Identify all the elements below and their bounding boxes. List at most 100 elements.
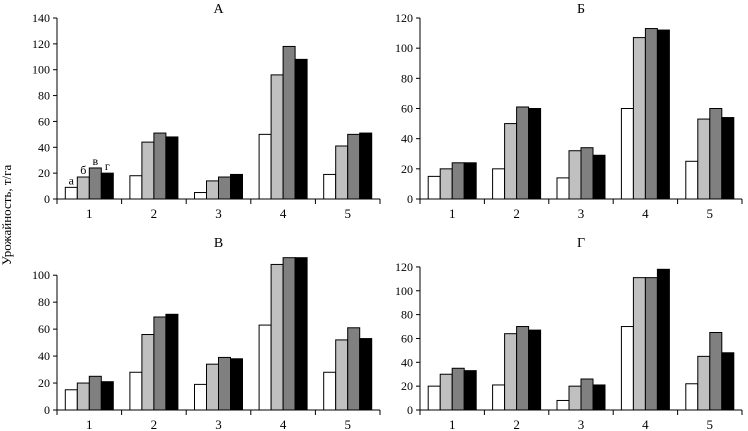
chart-2-x-tick-label: 4 (642, 206, 649, 221)
chart-3-x-tick-label: 3 (215, 417, 222, 431)
chart-4-bar-г-1 (463, 370, 477, 411)
chart-3-bar-г-1 (100, 381, 114, 411)
chart-4-bar-а-4 (620, 326, 634, 411)
chart-3-bar-а-5 (323, 371, 337, 411)
chart-4-x-tick-label: 5 (707, 417, 714, 431)
chart-3-bar-а-1 (64, 389, 78, 411)
chart-4-bar-б-5 (697, 355, 711, 411)
chart-3-bar-в-4 (282, 257, 296, 411)
chart-2-y-tick-label: 0 (407, 192, 413, 206)
chart-4-y-tick-label: 60 (401, 331, 413, 345)
chart-4-y-tick-label: 20 (401, 379, 413, 393)
chart-1-bar-г-3 (230, 173, 243, 200)
chart-2-title: Б (577, 2, 585, 17)
chart-1-bar-в-4 (282, 45, 296, 200)
chart-3-bar-б-2 (141, 334, 155, 411)
chart-1-series-annotation: а (69, 173, 75, 187)
chart-1-y-tick-label: 0 (44, 192, 50, 206)
chart-4-y-tick-label: 0 (407, 403, 413, 417)
chart-2-y-tick-label: 100 (395, 41, 413, 55)
chart-3-x-tick-label: 2 (151, 417, 158, 431)
chart-2-bar-в-5 (709, 108, 723, 200)
chart-1-title: А (213, 2, 224, 17)
chart-3-bar-а-3 (194, 383, 207, 411)
chart-2-bar-а-4 (620, 108, 634, 200)
chart-1-x-tick-label: 2 (151, 206, 158, 221)
chart-3-bar-б-4 (270, 263, 284, 411)
chart-4-bar-в-3 (580, 378, 594, 411)
chart-3-x-tick-label: 1 (86, 417, 93, 431)
chart-2-x-tick-label: 2 (513, 206, 520, 221)
chart-2-y-tick-label: 60 (401, 102, 413, 116)
chart-1-x-tick-label: 5 (344, 206, 351, 221)
chart-2-bar-г-4 (656, 29, 670, 200)
chart-4-y-tick-label: 120 (395, 260, 413, 274)
chart-1-y-tick-label: 40 (38, 140, 50, 154)
chart-3-bar-в-5 (347, 327, 361, 411)
chart-2-y-tick-label: 40 (401, 132, 413, 146)
chart-1-y-tick-label: 120 (32, 37, 50, 51)
chart-1-bar-б-3 (206, 180, 219, 200)
chart-3-bar-г-3 (230, 358, 243, 411)
chart-1-x-tick-label: 4 (280, 206, 287, 221)
chart-3-bar-г-4 (294, 257, 308, 411)
chart-1-y-tick-label: 100 (32, 63, 50, 77)
chart-3-bar-г-2 (165, 313, 179, 411)
chart-4-bar-б-3 (568, 385, 582, 411)
chart-1-bar-в-1 (88, 167, 102, 200)
chart-4-bar-г-2 (528, 329, 542, 411)
chart-3-x-tick-label: 5 (344, 417, 351, 431)
chart-3-bar-б-3 (206, 363, 219, 411)
chart-1-x-tick-label: 1 (86, 206, 93, 221)
chart-2-bar-б-4 (632, 37, 646, 200)
chart-2-y-tick-label: 120 (395, 11, 413, 25)
chart-2-x-tick-label: 5 (707, 206, 714, 221)
chart-1-bar-г-4 (294, 58, 308, 200)
chart-4-bar-а-1 (427, 385, 441, 411)
chart-3-bar-а-4 (258, 324, 272, 411)
chart-1-y-tick-label: 80 (38, 89, 50, 103)
chart-2-bar-а-3 (556, 177, 570, 200)
chart-2-bar-г-1 (463, 162, 477, 200)
chart-2-bar-г-2 (528, 108, 542, 200)
chart-4-bar-г-4 (656, 268, 670, 411)
chart-2-y-tick-label: 80 (401, 71, 413, 85)
chart-2-bar-в-4 (644, 28, 658, 200)
chart-4-bar-б-2 (504, 333, 518, 411)
chart-1-series-annotation: г (105, 159, 110, 173)
chart-1-y-tick-label: 140 (32, 11, 50, 25)
chart-1-bar-а-3 (194, 192, 207, 200)
chart-1-bar-в-5 (347, 133, 361, 200)
chart-3-bar-г-5 (359, 338, 373, 411)
chart-4-bar-б-4 (632, 277, 646, 411)
chart-2-bar-в-3 (580, 147, 594, 200)
chart-1-y-tick-label: 20 (38, 166, 50, 180)
chart-2-bar-б-1 (439, 168, 453, 200)
chart-4-y-tick-label: 100 (395, 284, 413, 298)
chart-3-y-tick-label: 0 (44, 403, 50, 417)
chart-2-y-tick-label: 20 (401, 162, 413, 176)
chart-1-y-tick-label: 60 (38, 114, 50, 128)
chart-1-bar-б-5 (335, 145, 349, 200)
chart-2-bar-в-2 (516, 106, 530, 200)
chart-2-bar-б-5 (697, 118, 711, 200)
chart-2-bar-а-2 (492, 168, 506, 200)
chart-3-bar-б-1 (76, 382, 90, 411)
chart-1-bar-а-4 (258, 133, 272, 200)
chart-4-x-tick-label: 3 (578, 417, 585, 431)
chart-2-bar-б-2 (504, 123, 518, 200)
chart-1-bar-а-5 (323, 173, 337, 200)
chart-2-bar-г-3 (592, 154, 606, 200)
chart-3-bar-а-2 (129, 371, 143, 411)
chart-2-bar-а-5 (685, 160, 699, 200)
y-axis-label: Урожайность, т/га (0, 165, 14, 266)
chart-1-bar-в-2 (153, 132, 167, 200)
chart-4-bar-в-4 (644, 277, 658, 411)
chart-1-bar-в-3 (218, 176, 231, 200)
chart-1-bar-б-2 (141, 141, 155, 200)
chart-4-bar-г-5 (721, 352, 735, 411)
chart-3-y-tick-label: 80 (38, 295, 50, 309)
chart-1-bar-г-1 (100, 172, 114, 200)
chart-1-x-tick-label: 3 (215, 206, 222, 221)
